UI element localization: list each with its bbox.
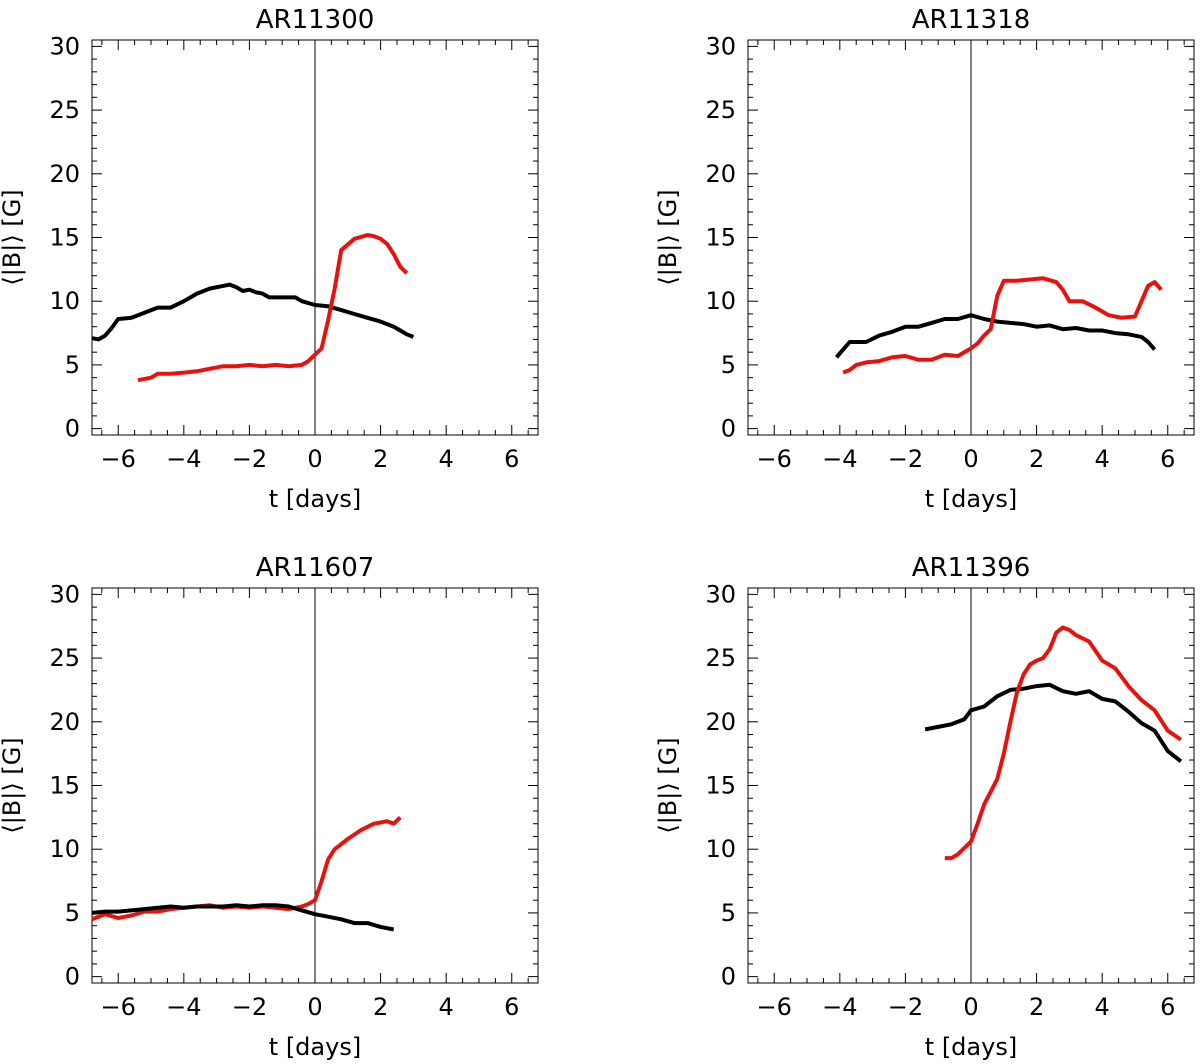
x-tick-label: 6	[1160, 445, 1175, 473]
series-line-1	[91, 815, 402, 922]
series-line-2	[137, 233, 409, 383]
y-tick-label: 30	[49, 32, 80, 60]
y-tick-label: 15	[49, 772, 80, 800]
y-tick-label: 5	[721, 351, 736, 379]
y-tick-label: 15	[49, 224, 80, 252]
y-axis-label: ⟨|B|⟩ [G]	[0, 189, 26, 285]
y-tick-label: 15	[705, 224, 736, 252]
y-tick-label: 30	[705, 580, 736, 608]
y-tick-label: 15	[705, 772, 736, 800]
y-axis-label: ⟨|B|⟩ [G]	[654, 737, 682, 833]
x-tick-label: 2	[1029, 445, 1044, 473]
x-tick-label: −4	[822, 993, 857, 1021]
y-tick-label: 5	[65, 899, 80, 927]
series-line-2	[944, 625, 1183, 861]
chart-panel-1: −6 −4 −2 0 2 4 6 0 5 10 15 20 25 30 AR11300 t [days] ⟨|B…	[0, 5, 539, 513]
x-axis-label: t [days]	[269, 1033, 361, 1061]
y-tick-label: 10	[49, 287, 80, 315]
x-tick-label: 0	[307, 445, 322, 473]
y-tick-label: 10	[49, 835, 80, 863]
y-tick-label: 25	[705, 96, 736, 124]
x-tick-label: 2	[1029, 993, 1044, 1021]
x-tick-label: 0	[963, 445, 978, 473]
y-tick-label: 25	[49, 644, 80, 672]
x-tick-label: −2	[232, 445, 267, 473]
x-tick-label: 6	[1160, 993, 1175, 1021]
y-tick-label: 25	[49, 96, 80, 124]
x-axis-label: t [days]	[269, 485, 361, 513]
y-tick-label: 0	[65, 415, 80, 443]
x-tick-label: −6	[101, 445, 136, 473]
chart-title: AR11318	[912, 5, 1031, 35]
y-axis-label: ⟨|B|⟩ [G]	[0, 737, 26, 833]
x-tick-label: −2	[232, 993, 267, 1021]
chart-title: AR11607	[256, 553, 375, 583]
x-tick-label: 0	[963, 993, 978, 1021]
x-tick-label: 0	[307, 993, 322, 1021]
x-tick-label: 4	[1095, 993, 1110, 1021]
x-tick-label: 2	[373, 445, 388, 473]
chart-panel-2: −6 −4 −2 0 2 4 6 0 5 10 15 20 25 30 AR11318 t [days] ⟨|B…	[654, 5, 1195, 513]
x-tick-label: −4	[166, 445, 201, 473]
x-tick-label: −2	[888, 993, 923, 1021]
chart-panel-4: −6 −4 −2 0 2 4 6 0 5 10 15 20 25 30 AR11396 t [days] ⟨|B…	[654, 553, 1195, 1061]
chart-panel-3: −6 −4 −2 0 2 4 6 0 5 10 15 20 25 30 AR11607 t [days] ⟨|B…	[0, 553, 539, 1061]
y-axis-label: ⟨|B|⟩ [G]	[654, 189, 682, 285]
x-tick-label: 6	[504, 445, 519, 473]
y-tick-label: 5	[721, 899, 736, 927]
y-tick-label: 20	[49, 160, 80, 188]
x-tick-label: 6	[504, 993, 519, 1021]
x-tick-label: −4	[822, 445, 857, 473]
chart-title: AR11396	[912, 553, 1031, 583]
y-tick-label: 30	[705, 32, 736, 60]
y-tick-label: 20	[705, 160, 736, 188]
x-tick-label: −4	[166, 993, 201, 1021]
series-line-2	[91, 903, 395, 932]
x-tick-label: −6	[101, 993, 136, 1021]
y-tick-label: 10	[705, 287, 736, 315]
y-tick-label: 20	[705, 708, 736, 736]
y-tick-label: 0	[721, 415, 736, 443]
x-tick-label: −6	[757, 445, 792, 473]
chart-title: AR11300	[256, 5, 375, 35]
x-tick-label: −6	[757, 993, 792, 1021]
y-tick-label: 10	[705, 835, 736, 863]
x-tick-label: 2	[373, 993, 388, 1021]
x-axis-label: t [days]	[925, 485, 1017, 513]
series-line-2	[842, 276, 1163, 375]
y-tick-label: 0	[721, 963, 736, 991]
y-tick-label: 30	[49, 580, 80, 608]
y-tick-label: 25	[705, 644, 736, 672]
y-tick-label: 0	[65, 963, 80, 991]
series-line-1	[91, 282, 415, 342]
x-tick-label: −2	[888, 445, 923, 473]
series-line-1	[924, 682, 1183, 763]
x-tick-label: 4	[439, 993, 454, 1021]
y-tick-label: 20	[49, 708, 80, 736]
y-tick-label: 5	[65, 351, 80, 379]
series-line-1	[834, 313, 1157, 359]
x-tick-label: 4	[439, 445, 454, 473]
x-axis-label: t [days]	[925, 1033, 1017, 1061]
x-tick-label: 4	[1095, 445, 1110, 473]
